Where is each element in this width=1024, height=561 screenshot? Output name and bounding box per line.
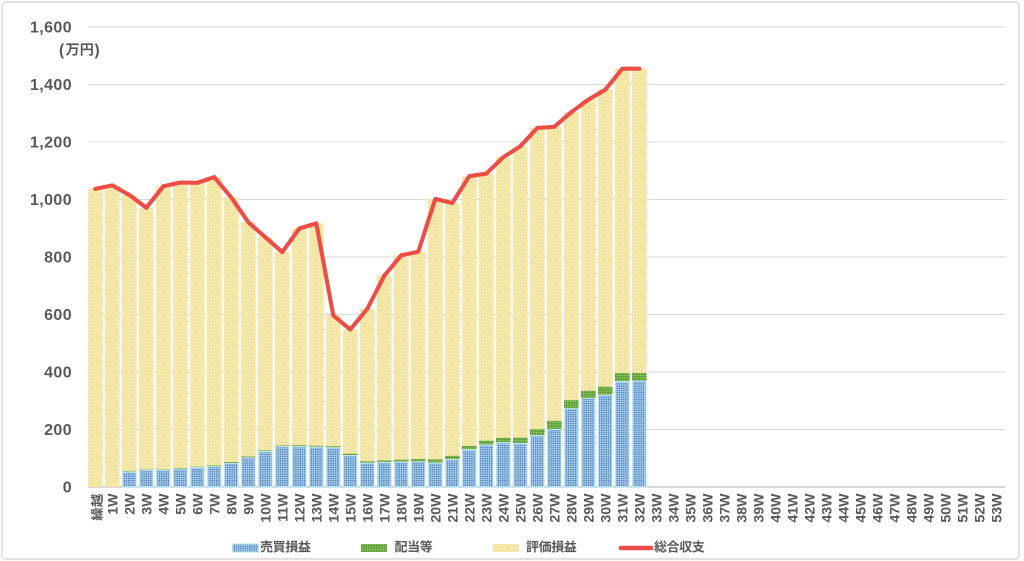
svg-text:51W: 51W [955, 493, 971, 523]
svg-text:35W: 35W [683, 493, 699, 523]
svg-text:53W: 53W [989, 493, 1005, 523]
svg-text:22W: 22W [462, 493, 478, 523]
svg-text:27W: 27W [547, 493, 563, 523]
svg-text:4W: 4W [156, 493, 172, 515]
svg-text:47W: 47W [887, 493, 903, 523]
svg-text:14W: 14W [326, 493, 342, 523]
svg-text:46W: 46W [870, 493, 886, 523]
svg-text:15W: 15W [343, 493, 359, 523]
svg-text:52W: 52W [972, 493, 988, 523]
svg-text:41W: 41W [785, 493, 801, 523]
svg-text:): ) [95, 42, 100, 59]
svg-text:(: ( [59, 42, 65, 59]
svg-text:11W: 11W [275, 493, 291, 522]
svg-text:37W: 37W [717, 493, 733, 523]
svg-text:24W: 24W [496, 493, 512, 523]
svg-text:36W: 36W [700, 493, 716, 523]
svg-text:16W: 16W [360, 493, 376, 523]
svg-text:9W: 9W [241, 493, 257, 515]
svg-text:43W: 43W [819, 493, 835, 523]
svg-text:17W: 17W [377, 493, 393, 523]
svg-text:25W: 25W [513, 493, 529, 523]
svg-text:33W: 33W [649, 493, 665, 523]
svg-text:29W: 29W [581, 493, 597, 523]
svg-text:800: 800 [44, 250, 72, 267]
svg-text:1,200: 1,200 [30, 135, 72, 152]
svg-text:3W: 3W [139, 493, 155, 515]
svg-text:42W: 42W [802, 493, 818, 523]
svg-text:40W: 40W [768, 493, 784, 523]
svg-text:31W: 31W [615, 493, 631, 523]
svg-text:28W: 28W [564, 493, 580, 523]
svg-text:38W: 38W [734, 493, 750, 523]
svg-text:20W: 20W [428, 493, 444, 523]
svg-text:18W: 18W [394, 493, 410, 523]
svg-text:5W: 5W [173, 493, 189, 515]
svg-text:50W: 50W [938, 493, 954, 523]
svg-text:10W: 10W [258, 493, 274, 523]
svg-text:12W: 12W [292, 493, 308, 523]
svg-text:30W: 30W [598, 493, 614, 523]
svg-text:2W: 2W [122, 493, 138, 515]
svg-text:7W: 7W [207, 493, 223, 515]
svg-text:1W: 1W [105, 493, 121, 515]
svg-text:200: 200 [44, 422, 72, 439]
svg-text:44W: 44W [836, 493, 852, 523]
svg-text:34W: 34W [666, 493, 682, 523]
svg-text:23W: 23W [479, 493, 495, 523]
svg-text:39W: 39W [751, 493, 767, 523]
svg-text:32W: 32W [632, 493, 648, 523]
svg-text:1,000: 1,000 [30, 192, 72, 209]
svg-text:49W: 49W [921, 493, 937, 523]
svg-text:48W: 48W [904, 493, 920, 523]
svg-text:6W: 6W [190, 493, 206, 515]
svg-text:600: 600 [44, 307, 72, 324]
svg-text:21W: 21W [445, 493, 461, 523]
svg-text:0: 0 [63, 480, 72, 497]
svg-text:45W: 45W [853, 493, 869, 523]
svg-text:13W: 13W [309, 493, 325, 523]
svg-text:26W: 26W [530, 493, 546, 523]
svg-text:1,400: 1,400 [30, 77, 72, 94]
svg-text:1,600: 1,600 [30, 20, 72, 37]
svg-text:19W: 19W [411, 493, 427, 523]
svg-text:400: 400 [44, 365, 72, 382]
svg-text:8W: 8W [224, 493, 240, 515]
